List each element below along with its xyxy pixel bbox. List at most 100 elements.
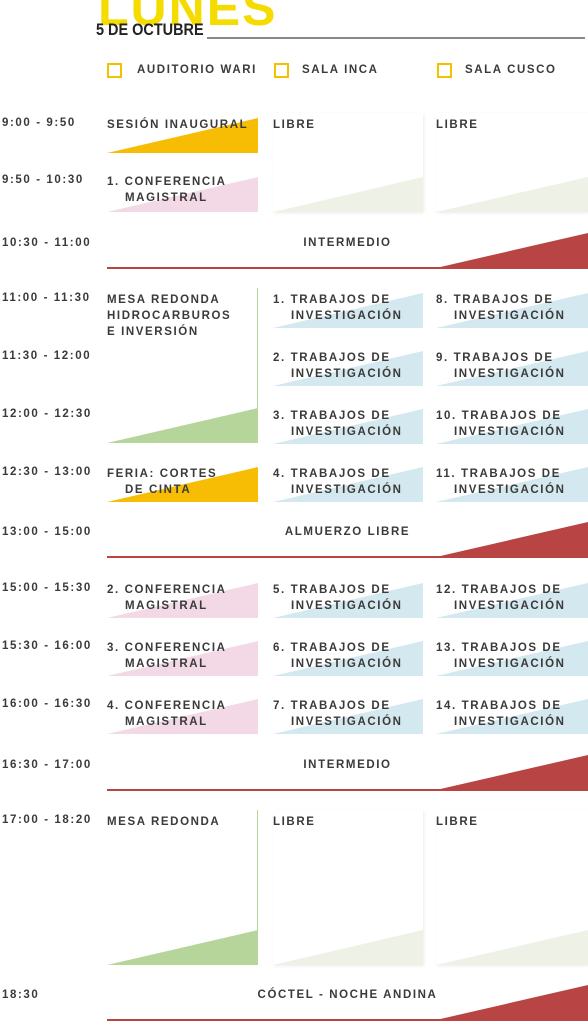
wedge-shape <box>107 177 258 212</box>
session-text: HIDROCARBUROS <box>107 310 232 322</box>
session-text: INVESTIGACIÓN <box>291 310 403 322</box>
session-text: DE CINTA <box>125 484 192 496</box>
wedge-shape <box>436 233 588 268</box>
session-text: 1. TRABAJOS DE <box>273 294 391 306</box>
session-text: INVESTIGACIÓN <box>291 600 403 612</box>
wedge-shape <box>273 293 423 328</box>
break-wedge <box>436 522 588 557</box>
session-card <box>273 462 423 502</box>
session-text: 10. TRABAJOS DE <box>436 410 562 422</box>
wedge-shape <box>273 409 423 444</box>
wedge <box>107 118 258 153</box>
session-text: 2. CONFERENCIA <box>107 584 227 596</box>
session-card <box>107 694 258 734</box>
wedge-shape <box>436 293 588 328</box>
session-card <box>273 636 423 676</box>
wedge-shape <box>436 985 588 1020</box>
wedge-shape <box>273 930 423 965</box>
session-text: 2. TRABAJOS DE <box>273 352 391 364</box>
time-label: 13:00 - 15:00 <box>2 526 92 538</box>
session-card <box>273 288 423 328</box>
break-label: INTERMEDIO <box>303 237 392 249</box>
wedge-shape <box>436 755 588 790</box>
break-rule <box>107 556 588 558</box>
session-card <box>436 810 588 965</box>
session-text: 11. TRABAJOS DE <box>436 468 561 480</box>
break-rule <box>107 789 588 791</box>
wedge-shape <box>107 930 257 965</box>
session-text: MESA REDONDA <box>107 816 221 828</box>
time-label: 15:00 - 15:30 <box>2 582 92 594</box>
room-icon <box>437 63 452 78</box>
wedge <box>273 351 423 386</box>
room-label: SALA INCA <box>302 64 379 76</box>
wedge-shape <box>273 583 423 618</box>
wedge <box>273 930 423 965</box>
session-card <box>273 810 423 965</box>
session-card <box>107 810 258 965</box>
wedge <box>436 583 588 618</box>
session-text: 3. CONFERENCIA <box>107 642 227 654</box>
wedge <box>273 641 423 676</box>
wedge-shape <box>436 177 588 212</box>
wedge <box>273 583 423 618</box>
break-wedge <box>436 233 588 268</box>
wedge <box>107 408 257 443</box>
session-text: 13. TRABAJOS DE <box>436 642 562 654</box>
wedge-shape <box>107 118 258 153</box>
time-label: 11:30 - 12:00 <box>2 350 92 362</box>
session-card <box>436 346 588 386</box>
session-card <box>436 404 588 444</box>
wedge <box>273 699 423 734</box>
session-card <box>107 113 258 153</box>
session-text: 8. TRABAJOS DE <box>436 294 554 306</box>
day-title: LUNES <box>98 0 278 36</box>
time-label: 15:30 - 16:00 <box>2 640 92 652</box>
room-icon <box>274 63 289 78</box>
session-text: SESIÓN INAUGURAL <box>107 119 249 131</box>
session-card <box>436 462 588 502</box>
session-card <box>107 170 258 212</box>
wedge <box>107 699 258 734</box>
time-label: 12:00 - 12:30 <box>2 408 92 420</box>
session-text: INVESTIGACIÓN <box>454 658 566 670</box>
wedge-shape <box>273 641 423 676</box>
session-text: INVESTIGACIÓN <box>454 600 566 612</box>
wedge-shape <box>436 641 588 676</box>
wedge-shape <box>436 583 588 618</box>
time-label: 16:00 - 16:30 <box>2 698 92 710</box>
break-rule <box>107 267 588 269</box>
time-label: 18:30 <box>2 989 40 1001</box>
wedge-shape <box>107 467 258 502</box>
session-text: INVESTIGACIÓN <box>291 368 403 380</box>
break-label: CÓCTEL - NOCHE ANDINA <box>257 989 438 1001</box>
break-label: ALMUERZO LIBRE <box>284 526 411 538</box>
wedge <box>107 467 258 502</box>
session-text: MAGISTRAL <box>125 716 208 728</box>
session-text: INVESTIGACIÓN <box>291 658 403 670</box>
wedge <box>436 293 588 328</box>
wedge <box>436 522 588 557</box>
session-card <box>436 636 588 676</box>
time-label: 17:00 - 18:20 <box>2 814 92 826</box>
wedge-shape <box>436 409 588 444</box>
session-text: MAGISTRAL <box>125 192 208 204</box>
session-card <box>107 462 258 502</box>
time-label: 16:30 - 17:00 <box>2 759 92 771</box>
session-text: INVESTIGACIÓN <box>454 310 566 322</box>
session-text: LIBRE <box>273 816 316 828</box>
wedge-shape <box>273 699 423 734</box>
wedge <box>436 699 588 734</box>
session-card <box>107 636 258 676</box>
session-card <box>273 578 423 618</box>
time-label: 9:50 - 10:30 <box>2 174 84 186</box>
session-text: INVESTIGACIÓN <box>291 426 403 438</box>
session-card <box>273 404 423 444</box>
session-text: 12. TRABAJOS DE <box>436 584 562 596</box>
session-text: INVESTIGACIÓN <box>454 484 566 496</box>
session-card <box>273 346 423 386</box>
wedge <box>107 583 258 618</box>
break-rule <box>107 1019 588 1021</box>
room-label: AUDITORIO WARI <box>137 64 257 76</box>
session-text: 6. TRABAJOS DE <box>273 642 391 654</box>
